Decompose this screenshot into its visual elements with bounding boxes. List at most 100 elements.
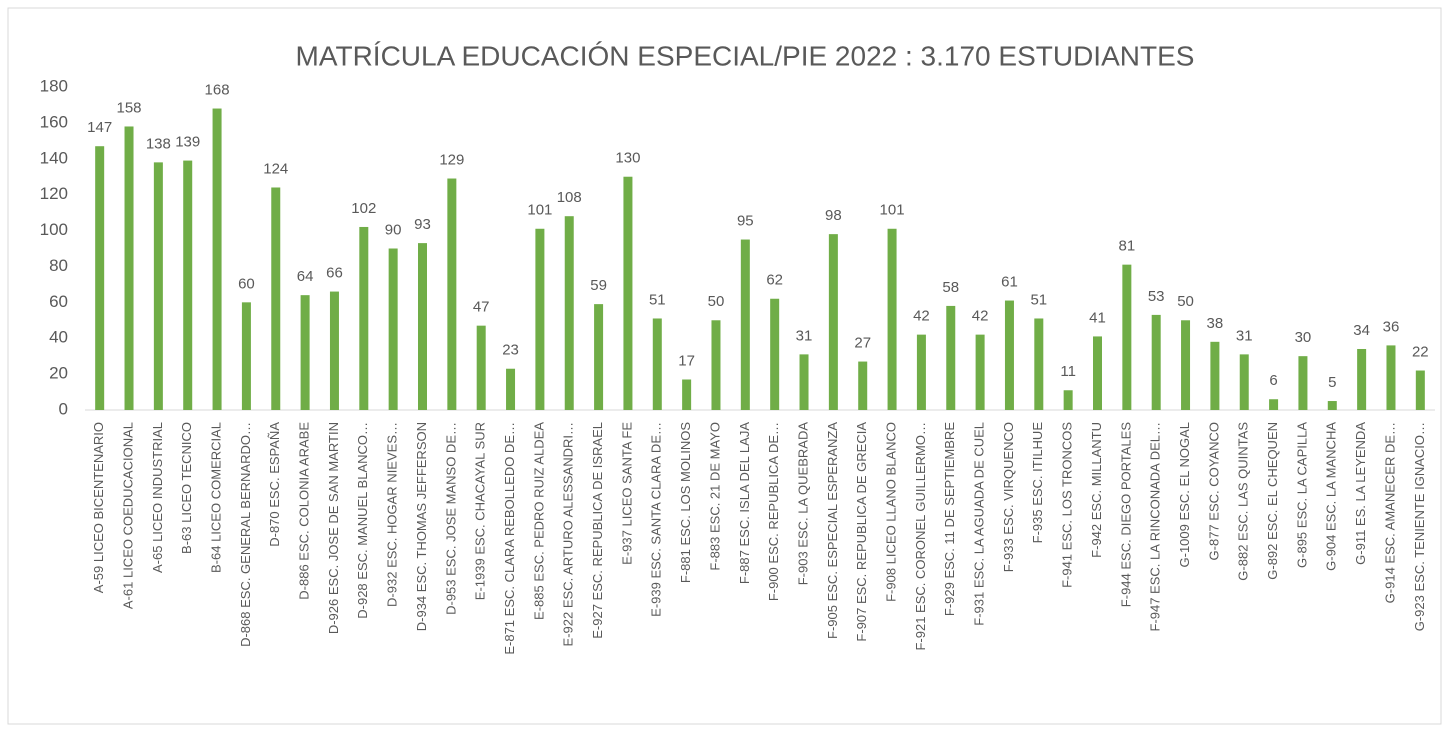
x-tick-label: G-904 ESC. LA MANCHA xyxy=(1324,422,1339,571)
x-tick-label: D-868 ESC. GENERAL BERNARDO… xyxy=(238,422,253,647)
data-label: 50 xyxy=(1177,293,1194,310)
bar xyxy=(212,108,222,411)
x-tick-label: E-927 ESC. REPUBLICA DE ISRAEL xyxy=(590,422,605,639)
x-tick-label: E-939 ESC. SANTA CLARA DE… xyxy=(649,422,664,617)
bar xyxy=(1093,336,1102,410)
x-tick-label: G-882 ESC. LAS QUINTAS xyxy=(1236,422,1251,581)
bar xyxy=(1386,345,1396,410)
bar xyxy=(1210,341,1220,410)
data-label: 147 xyxy=(87,119,112,136)
x-tick-label: E-937 LICEO SANTA FE xyxy=(619,422,634,565)
bar xyxy=(1415,370,1425,410)
x-tick-label: G-923 ESC. TENIENTE IGNACIO… xyxy=(1412,422,1427,631)
data-label: 58 xyxy=(942,279,959,296)
x-tick-label: F-942 ESC. MILLANTU xyxy=(1089,422,1104,558)
x-tick-label: F-941 ESC. LOS TRONCOS xyxy=(1060,422,1075,588)
data-label: 59 xyxy=(590,277,607,294)
data-label: 51 xyxy=(649,291,666,308)
data-label: 38 xyxy=(1207,315,1224,332)
chart-title: MATRÍCULA EDUCACIÓN ESPECIAL/PIE 2022 : … xyxy=(296,40,1195,71)
bar xyxy=(271,187,281,410)
x-tick-label: F-887 ESC. ISLA DEL LAJA xyxy=(737,422,752,584)
bar xyxy=(153,162,163,410)
data-label: 61 xyxy=(1001,274,1018,291)
y-tick-label: 140 xyxy=(40,148,68,167)
bar xyxy=(300,295,310,410)
y-tick-label: 20 xyxy=(49,364,68,383)
data-label: 108 xyxy=(557,189,582,206)
data-label: 17 xyxy=(678,352,695,369)
data-label: 93 xyxy=(414,216,431,233)
bar xyxy=(329,291,339,410)
x-tick-label: E-1939 ESC. CHACAYAL SUR xyxy=(473,422,488,600)
bar xyxy=(1122,264,1132,410)
x-tick-label: F-929 ESC. 11 DE SEPTIEMBRE xyxy=(942,422,957,616)
y-tick-label: 40 xyxy=(49,328,68,347)
data-label: 158 xyxy=(117,99,142,116)
bar xyxy=(946,305,956,410)
bar xyxy=(535,228,545,410)
x-tick-label: D-953 ESC. JOSE MANSO DE… xyxy=(443,422,458,615)
data-label: 30 xyxy=(1295,329,1312,346)
x-tick-label: F-883 ESC. 21 DE MAYO xyxy=(707,422,722,571)
x-tick-label: F-905 ESC. ESPECIAL ESPERANZA xyxy=(825,422,840,639)
x-tick-label: E-922 ESC. ARTURO ALESSANDRI… xyxy=(561,422,576,646)
data-label: 60 xyxy=(238,275,255,292)
bar xyxy=(1298,356,1308,410)
bar xyxy=(975,334,985,410)
data-label: 5 xyxy=(1328,374,1336,391)
data-label: 41 xyxy=(1089,309,1106,326)
data-label: 31 xyxy=(796,327,813,344)
x-tick-label: A-59 LICEO BICENTENARIO xyxy=(91,422,106,593)
data-label: 124 xyxy=(263,160,288,177)
x-tick-label: B-63 LICEO TECNICO xyxy=(179,422,194,554)
data-label: 62 xyxy=(766,272,783,289)
bar xyxy=(623,176,633,410)
data-label: 42 xyxy=(972,308,989,325)
bar xyxy=(1034,318,1044,410)
data-label: 138 xyxy=(146,135,171,152)
y-tick-label: 120 xyxy=(40,184,68,203)
bar xyxy=(858,361,868,410)
bar xyxy=(711,320,721,410)
y-tick-label: 60 xyxy=(49,292,68,311)
data-label: 50 xyxy=(708,293,725,310)
bar xyxy=(418,243,427,410)
bar xyxy=(1327,401,1337,410)
x-tick-label: D-932 ESC. HOGAR NIEVES… xyxy=(385,422,400,607)
x-tick-label: G-892 ESC. EL CHEQUEN xyxy=(1265,422,1280,580)
x-tick-label: E-885 ESC. PEDRO RUIZ ALDEA xyxy=(531,422,546,620)
x-tick-label: F-944 ESC. DIEGO PORTALES xyxy=(1118,422,1133,608)
x-tick-label: A-61 LICEO COEDUCACIONAL xyxy=(120,422,135,609)
y-tick-label: 80 xyxy=(49,256,68,275)
x-tick-label: G-911 ES. LA LEYENDA xyxy=(1353,422,1368,565)
x-tick-label: G-914 ESC. AMANECER DE… xyxy=(1382,422,1397,603)
data-label: 22 xyxy=(1412,343,1429,360)
data-label: 98 xyxy=(825,207,842,224)
x-tick-label: F-933 ESC. VIRQUENCO xyxy=(1001,422,1016,572)
data-label: 36 xyxy=(1383,318,1400,335)
x-tick-label: F-900 ESC. REPUBLICA DE… xyxy=(766,422,781,601)
x-tick-label: F-903 ESC. LA QUEBRADA xyxy=(795,422,810,586)
data-label: 47 xyxy=(473,299,490,316)
data-label: 34 xyxy=(1353,322,1370,339)
data-label: 11 xyxy=(1060,363,1076,380)
data-label: 101 xyxy=(527,202,552,219)
bar xyxy=(770,298,780,410)
bar xyxy=(388,248,398,410)
y-tick-label: 0 xyxy=(59,399,68,418)
data-label: 27 xyxy=(854,335,871,352)
x-tick-label: F-931 ESC. LA AGUADA DE CUEL xyxy=(972,422,987,626)
x-tick-label: F-935 ESC. ITILHUE xyxy=(1030,422,1045,544)
x-tick-label: D-870 ESC. ESPAÑA xyxy=(267,422,282,547)
bar xyxy=(887,228,897,410)
y-tick-label: 180 xyxy=(40,76,68,95)
data-label: 102 xyxy=(351,200,376,217)
x-tick-label: D-928 ESC. MANUEL BLANCO… xyxy=(355,422,370,619)
bar xyxy=(95,146,105,410)
data-label: 51 xyxy=(1030,291,1047,308)
bar xyxy=(124,126,134,410)
x-tick-label: A-65 LICEO INDUSTRIAL xyxy=(150,422,165,573)
bar xyxy=(241,302,251,410)
